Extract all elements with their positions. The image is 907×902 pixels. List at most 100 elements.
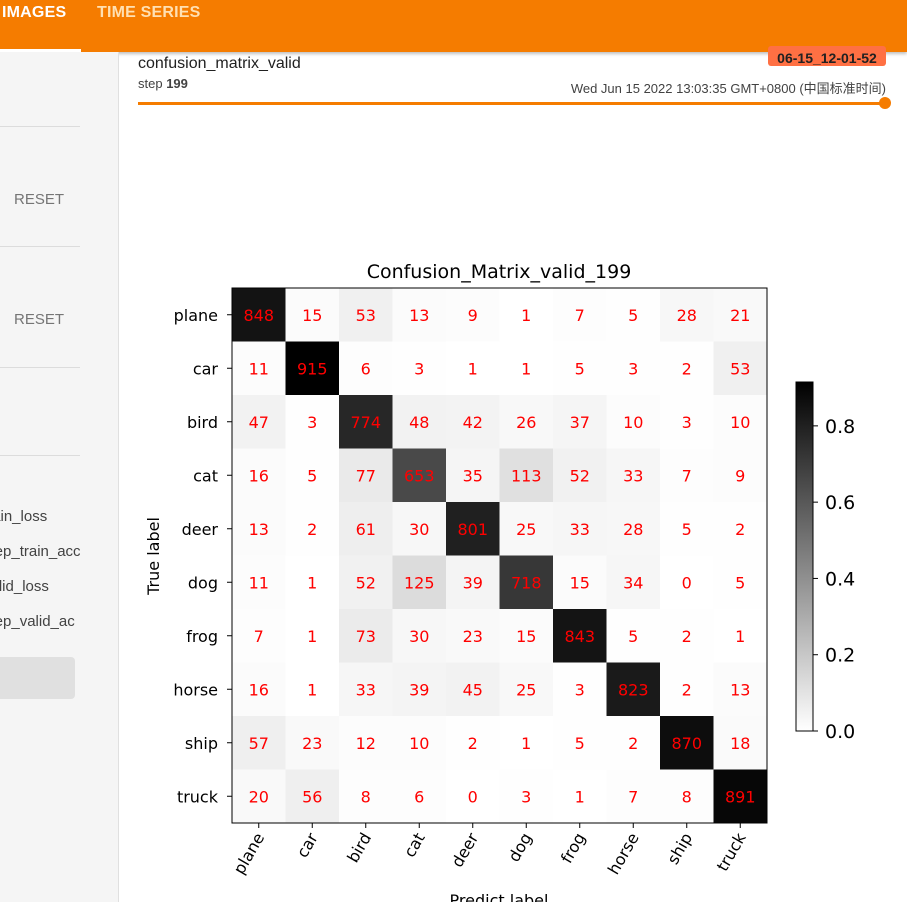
cell-value-label: 21	[730, 306, 750, 325]
cell-value-label: 18	[730, 734, 750, 753]
cell-value-label: 57	[249, 734, 269, 753]
cell-value-label: 73	[356, 627, 376, 646]
run-item-valid-loss[interactable]: valid_loss	[0, 578, 80, 595]
cell-value-label: 3	[521, 787, 531, 806]
y-tick-label: truck	[177, 787, 219, 806]
reset-button-1[interactable]: RESET	[14, 191, 65, 208]
heatmap-cell	[660, 448, 714, 503]
cell-value-label: 5	[735, 573, 745, 592]
heatmap-cell	[285, 662, 340, 717]
sidebar-divider	[0, 126, 80, 127]
x-tick-label: frog	[557, 830, 589, 867]
colorbar-tick-label: 0.6	[825, 492, 855, 514]
heatmap-cell	[606, 716, 661, 770]
sidebar-input-box[interactable]	[0, 657, 75, 699]
heatmap-cell	[232, 555, 286, 610]
cell-value-label: 56	[302, 787, 322, 806]
cell-value-label: 53	[730, 359, 750, 378]
cell-value-label: 1	[521, 734, 531, 753]
cell-value-label: 5	[628, 627, 638, 646]
cell-value-label: 7	[682, 466, 692, 485]
cell-value-label: 7	[575, 306, 585, 325]
heatmap-cell	[499, 341, 554, 396]
cell-value-label: 2	[628, 734, 638, 753]
cell-value-label: 6	[361, 359, 371, 378]
heatmap-cell	[606, 662, 661, 717]
run-item-train-loss[interactable]: train_loss	[0, 508, 80, 525]
heatmap-cell	[499, 555, 554, 610]
heatmap-cell	[553, 609, 607, 663]
cell-value-label: 1	[521, 306, 531, 325]
heatmap-cell	[713, 662, 768, 717]
heatmap-cell	[660, 288, 714, 342]
heatmap-cell	[339, 609, 393, 663]
cell-value-label: 16	[249, 466, 269, 485]
heatmap-cell	[232, 288, 286, 342]
cell-value-label: 39	[409, 680, 429, 699]
cell-value-label: 10	[623, 413, 643, 432]
cell-value-label: 8	[361, 787, 371, 806]
heatmap-cell	[660, 609, 714, 663]
cell-value-label: 61	[356, 520, 376, 539]
y-tick-label: bird	[187, 413, 218, 432]
tab-time-series[interactable]: TIME SERIES	[97, 4, 201, 21]
step-text: step	[138, 76, 163, 91]
heatmap-cell	[339, 502, 393, 556]
heatmap-cell	[553, 502, 607, 556]
cell-value-label: 1	[307, 680, 317, 699]
heatmap-cell	[660, 769, 714, 824]
cell-value-label: 47	[249, 413, 269, 432]
cell-value-label: 52	[356, 573, 376, 592]
heatmap-cell	[285, 448, 340, 503]
cell-value-label: 7	[628, 787, 638, 806]
x-tick-label: bird	[343, 830, 375, 866]
cell-value-label: 774	[350, 413, 381, 432]
heatmap-cell	[606, 502, 661, 556]
heatmap-cell	[339, 341, 393, 396]
heatmap-cell	[232, 716, 286, 770]
x-tick-label: dog	[504, 830, 536, 866]
cell-value-label: 891	[725, 787, 756, 806]
card-title: confusion_matrix_valid	[138, 55, 301, 72]
step-slider-thumb[interactable]	[879, 97, 891, 109]
heatmap-cell	[339, 769, 393, 824]
cell-value-label: 28	[677, 306, 697, 325]
heatmap-cell	[499, 502, 554, 556]
x-tick-label: horse	[604, 830, 643, 878]
colorbar-tick-label: 0.2	[825, 645, 855, 667]
sidebar-divider	[0, 367, 80, 368]
cell-value-label: 2	[682, 680, 692, 699]
cell-value-label: 23	[302, 734, 322, 753]
y-tick-label: deer	[182, 520, 219, 539]
heatmap-cell	[392, 341, 447, 396]
heatmap-cell	[446, 502, 500, 556]
cell-value-label: 25	[516, 680, 536, 699]
heatmap-cell	[285, 395, 340, 449]
heatmap-cell	[285, 288, 340, 342]
heatmap-cell	[660, 502, 714, 556]
cell-value-label: 10	[409, 734, 429, 753]
reset-button-2[interactable]: RESET	[14, 311, 65, 328]
heatmap-cell	[553, 288, 607, 342]
cell-value-label: 870	[671, 734, 702, 753]
tab-images[interactable]: IMAGES	[2, 4, 67, 21]
heatmap-cell	[392, 395, 447, 449]
cell-value-label: 13	[249, 520, 269, 539]
cell-value-label: 5	[575, 359, 585, 378]
run-badge: 06-15_12-01-52	[768, 46, 886, 66]
heatmap-cell	[606, 769, 661, 824]
heatmap-cell	[285, 341, 340, 396]
heatmap-cell	[392, 502, 447, 556]
chart-title: Confusion_Matrix_valid_199	[367, 261, 632, 283]
cell-value-label: 1	[575, 787, 585, 806]
step-slider-track[interactable]	[138, 102, 884, 105]
cell-value-label: 2	[735, 520, 745, 539]
run-item-step-train-acc[interactable]: step_train_acc	[0, 543, 80, 560]
x-tick-label: cat	[400, 830, 429, 861]
heatmap-cell	[660, 395, 714, 449]
plot-frame	[231, 287, 768, 824]
heatmap-cell	[553, 395, 607, 449]
run-item-step-valid-acc[interactable]: step_valid_ac	[0, 613, 80, 630]
cell-value-label: 5	[628, 306, 638, 325]
cell-value-label: 8	[682, 787, 692, 806]
